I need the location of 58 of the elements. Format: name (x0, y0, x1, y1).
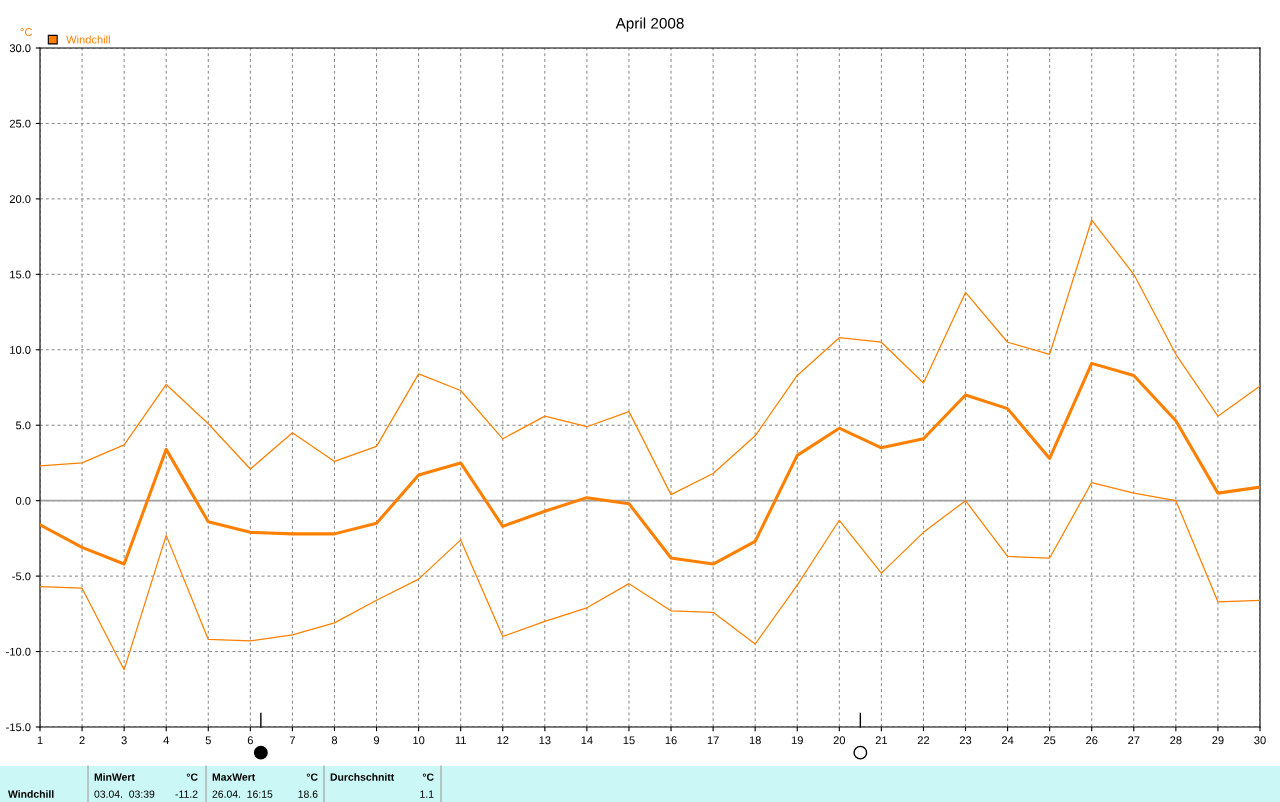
y-tick-label: 20.0 (9, 195, 31, 204)
text: °C (422, 773, 434, 781)
x-tick-label: 24 (1001, 736, 1014, 745)
y-tick-label: 25.0 (9, 119, 31, 128)
x-tick-label: 22 (917, 736, 930, 745)
y-tick-label: 15.0 (10, 270, 31, 279)
x-tick-label: 19 (791, 736, 803, 745)
x-tick-label: 27 (1128, 736, 1140, 745)
x-tick-label: 18 (749, 736, 761, 745)
x-tick-label: 21 (875, 736, 888, 745)
line-series (40, 361, 1260, 566)
text: 18.6 (298, 790, 318, 798)
x-tick-label: 6 (247, 736, 253, 745)
x-tick-label: 15 (623, 736, 635, 745)
x-tick-label: 4 (163, 736, 169, 745)
y-tick-label: 10.0 (10, 346, 31, 354)
x-tick-label: 14 (581, 736, 593, 745)
x-tick-label: 10 (413, 736, 425, 745)
text: 03.04. 03:39 (94, 790, 155, 798)
text: Windchill (8, 790, 54, 798)
text: 1.1 (420, 790, 434, 798)
text: Durchschnitt (330, 773, 395, 781)
x-tick-label: 28 (1170, 736, 1182, 745)
x-tick-label: 3 (121, 736, 127, 745)
x-tick-label: 23 (959, 736, 972, 745)
y-tick-label: 0.0 (15, 496, 31, 505)
y-axis-title: °C (20, 28, 33, 36)
text: 26.04. 16:15 (212, 790, 273, 798)
chart-title: April 2008 (615, 17, 684, 32)
y-tick-label: 30.0 (9, 44, 31, 53)
x-tick-label: 17 (707, 736, 719, 745)
text: MaxWert (212, 773, 256, 781)
legend-label: Windchill (66, 35, 110, 44)
text: °C (186, 773, 198, 781)
x-tick-label: 20 (833, 736, 846, 745)
x-tick-label: 8 (331, 736, 338, 745)
x-tick-label: 9 (373, 736, 380, 745)
x-tick-label: 7 (289, 736, 295, 745)
y-tick-label: -5.0 (12, 572, 31, 581)
line-series (40, 219, 1260, 496)
x-tick-label: 30 (1254, 736, 1266, 745)
y-tick-label: -10.0 (6, 647, 31, 656)
line-series (40, 481, 1260, 671)
x-tick-label: 13 (539, 736, 551, 745)
x-tick-label: 16 (665, 736, 677, 745)
x-tick-label: 5 (205, 736, 211, 745)
x-tick-label: 2 (79, 736, 85, 745)
y-tick-label: -15.0 (6, 723, 31, 732)
text: -11.2 (175, 790, 198, 798)
x-tick-label: 12 (497, 736, 509, 745)
y-tick-label: 5.0 (15, 421, 31, 430)
x-tick-label: 25 (1044, 736, 1056, 745)
x-tick-label: 29 (1212, 736, 1224, 745)
text: °C (306, 773, 318, 781)
x-tick-label: 1 (37, 736, 43, 745)
x-tick-label: 26 (1086, 736, 1098, 745)
text: MinWert (94, 773, 135, 781)
x-tick-label: 11 (455, 736, 466, 745)
